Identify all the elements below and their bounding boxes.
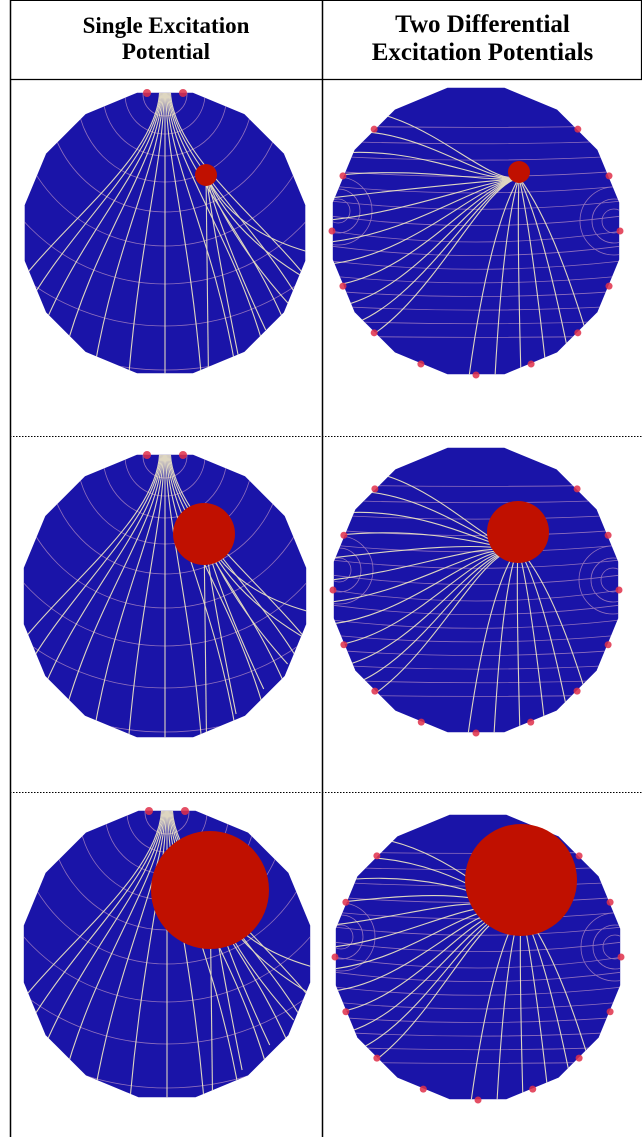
medium-red-inclusion [173, 503, 235, 565]
panel-differential-row-3 [325, 794, 635, 1144]
column-header-differential-excitation: Two Differential Excitation Potentials [323, 0, 642, 78]
large-red-inclusion [151, 831, 269, 949]
column-header-line: Potential [121, 39, 211, 64]
panel-single-row-2 [12, 438, 322, 788]
boundary-electrodes [143, 451, 187, 459]
panel-single-row-3 [12, 794, 322, 1144]
equipotential-lines [333, 484, 619, 697]
boundary-electrodes [145, 807, 189, 815]
large-red-inclusion [465, 824, 577, 936]
panel-differential-row-2 [325, 438, 635, 788]
field-lines [23, 454, 307, 738]
boundary-electrodes [143, 89, 187, 97]
field-plot-svg [23, 451, 307, 738]
small-red-inclusion [195, 164, 217, 186]
conductive-domain [333, 447, 619, 733]
field-plot-svg [329, 447, 623, 737]
field-lines [24, 92, 306, 374]
field-plot-svg [331, 814, 625, 1104]
field-plot-svg [328, 87, 624, 379]
column-header-line: Single Excitation [82, 13, 250, 39]
small-red-inclusion [508, 161, 530, 183]
column-header-single-excitation: Single Excitation Potential [10, 0, 322, 78]
panel-single-row-1 [12, 82, 322, 432]
field-lines [332, 108, 600, 375]
field-plot-svg [23, 807, 311, 1098]
panel-differential-row-1 [325, 82, 635, 432]
column-header-line: Excitation Potentials [371, 39, 594, 66]
field-plot-svg [24, 89, 306, 374]
column-header-line: Two Differential [395, 11, 570, 38]
boundary-electrodes [329, 485, 623, 737]
boundary-electrodes [331, 852, 625, 1104]
boundary-electrodes [328, 125, 624, 379]
medium-red-inclusion [487, 501, 549, 563]
